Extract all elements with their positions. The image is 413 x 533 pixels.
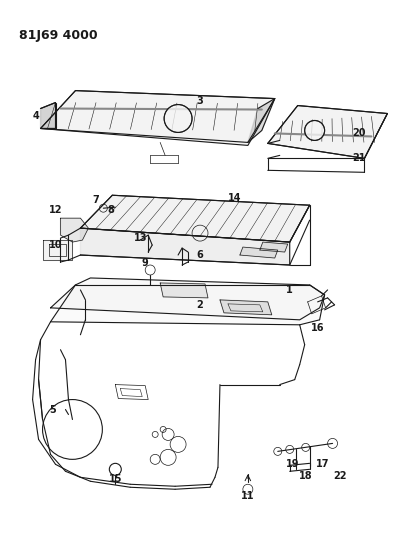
Polygon shape [260, 242, 288, 252]
Polygon shape [268, 106, 387, 158]
Polygon shape [40, 91, 275, 146]
Text: 5: 5 [49, 405, 56, 415]
Polygon shape [40, 102, 55, 128]
Text: 1: 1 [286, 285, 293, 295]
Text: 3: 3 [197, 95, 203, 106]
Polygon shape [248, 99, 275, 142]
Polygon shape [81, 228, 290, 265]
Text: 4: 4 [32, 110, 39, 120]
Text: 18: 18 [299, 471, 313, 481]
Circle shape [305, 120, 325, 140]
Text: 13: 13 [133, 233, 147, 243]
Text: 22: 22 [333, 471, 347, 481]
Polygon shape [50, 285, 325, 325]
Text: 15: 15 [109, 474, 122, 484]
Text: 17: 17 [316, 459, 329, 470]
Circle shape [164, 104, 192, 133]
Text: 11: 11 [241, 491, 254, 501]
Polygon shape [60, 218, 88, 242]
Polygon shape [50, 278, 325, 320]
Polygon shape [220, 300, 272, 315]
Polygon shape [43, 240, 72, 260]
Text: 9: 9 [142, 258, 149, 268]
Polygon shape [160, 283, 208, 298]
Text: 8: 8 [107, 205, 114, 215]
Text: 81J69 4000: 81J69 4000 [19, 29, 97, 42]
Text: 21: 21 [353, 154, 366, 164]
Text: 10: 10 [49, 240, 62, 250]
Text: 7: 7 [92, 195, 99, 205]
Text: 14: 14 [228, 193, 242, 203]
Text: 19: 19 [286, 459, 299, 470]
Text: 6: 6 [197, 250, 203, 260]
Text: 16: 16 [311, 323, 324, 333]
Text: 2: 2 [197, 300, 203, 310]
Polygon shape [81, 195, 310, 242]
Text: 20: 20 [353, 128, 366, 139]
Polygon shape [240, 247, 278, 258]
Text: 12: 12 [49, 205, 62, 215]
